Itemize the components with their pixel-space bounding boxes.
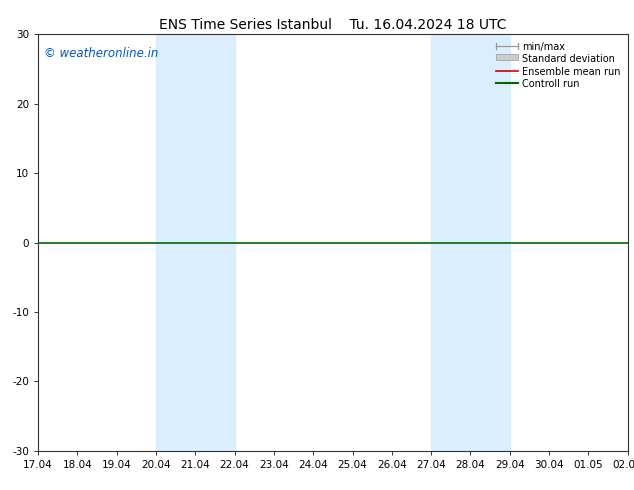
Text: © weatheronline.in: © weatheronline.in [44, 47, 158, 60]
Bar [156, 34, 235, 451]
Legend: min/max, Standard deviation, Ensemble mean run, Controll run: min/max, Standard deviation, Ensemble me… [495, 40, 622, 91]
Title: ENS Time Series Istanbul    Tu. 16.04.2024 18 UTC: ENS Time Series Istanbul Tu. 16.04.2024 … [159, 18, 507, 32]
Bar [431, 34, 510, 451]
